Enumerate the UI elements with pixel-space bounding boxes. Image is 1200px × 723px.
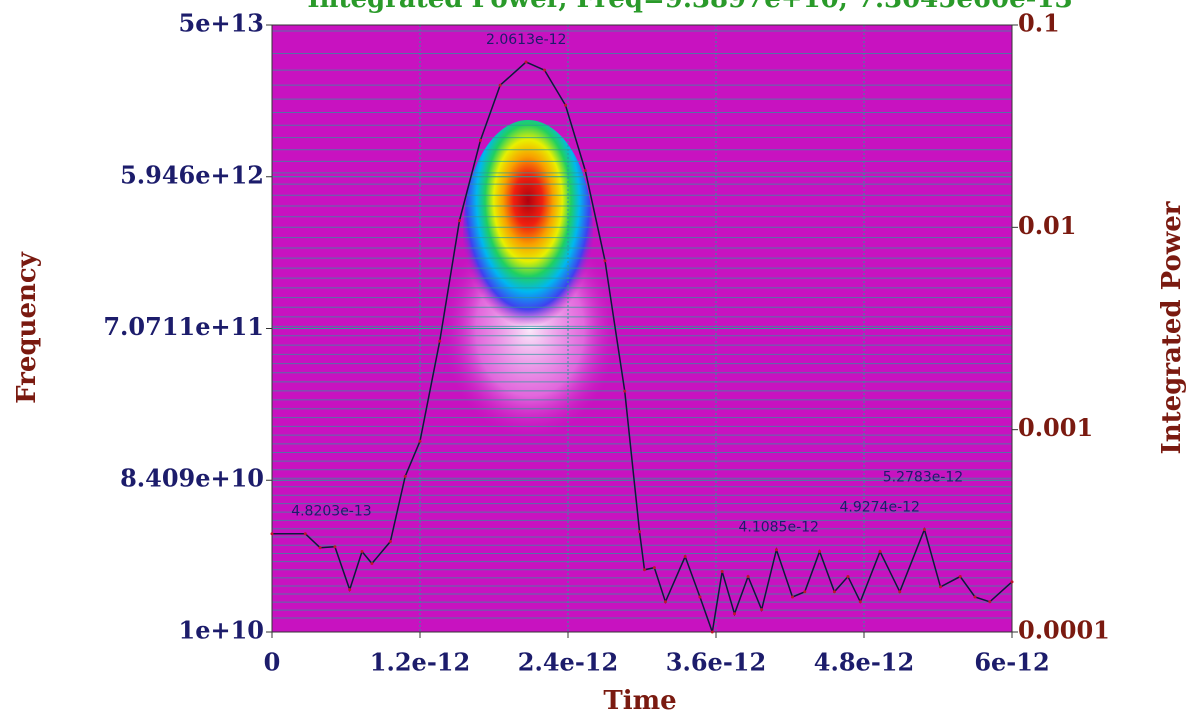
point [663, 600, 667, 604]
power-line [272, 61, 1013, 633]
point [642, 568, 646, 572]
point [623, 389, 627, 393]
x-tick-label: 1.2e-12 [370, 648, 470, 677]
point [790, 595, 794, 599]
point [710, 630, 714, 634]
point [418, 439, 422, 443]
point [973, 595, 977, 599]
point [832, 590, 836, 594]
x-tick-label: 4.8e-12 [814, 648, 914, 677]
y2-tick-label: 0.0001 [1018, 616, 1110, 645]
point [922, 528, 926, 532]
point [638, 530, 642, 534]
x-tick-label: 0 [264, 648, 281, 677]
point [803, 590, 807, 594]
point [698, 595, 702, 599]
point [370, 562, 374, 566]
point [898, 590, 902, 594]
point [1010, 580, 1014, 584]
chart-title: Integrated Power, Freq=9.3897e+10, 7.304… [307, 0, 1072, 14]
point [583, 168, 587, 172]
point [333, 545, 337, 549]
y2-tick-label: 0.001 [1018, 413, 1093, 442]
point [564, 103, 568, 107]
point [360, 549, 364, 553]
y2-tick-label: 0.01 [1018, 211, 1076, 240]
point [524, 60, 528, 64]
annotation: 5.2783e-12 [883, 469, 963, 485]
point [270, 532, 274, 536]
y-tick-label: 1e+10 [179, 616, 264, 645]
point [938, 585, 942, 589]
x-tick-label: 3.6e-12 [666, 648, 766, 677]
y2-tick-label: 0.1 [1018, 9, 1060, 38]
point [603, 259, 607, 263]
y-tick-label: 5e+13 [179, 9, 264, 38]
y-tick-label: 7.0711e+11 [103, 312, 264, 341]
point [652, 566, 656, 570]
annotation: 4.1085e-12 [738, 520, 818, 536]
point [478, 138, 482, 142]
y-tick-label: 5.946e+12 [120, 160, 264, 189]
point [988, 600, 992, 604]
x-tick-label: 2.4e-12 [518, 648, 618, 677]
point [683, 555, 687, 559]
point [543, 68, 547, 72]
point [846, 575, 850, 579]
point [958, 575, 962, 579]
point [733, 612, 736, 616]
point [403, 474, 407, 478]
x-tick-label: 6e-12 [974, 648, 1049, 677]
annotation: 2.0613e-12 [486, 32, 566, 48]
y2-axis-label: Integrated Power [1157, 201, 1187, 454]
point [498, 83, 502, 87]
point [388, 540, 392, 544]
point [878, 549, 882, 553]
point [774, 548, 778, 552]
x-axis-label: Time [603, 686, 676, 716]
point [348, 588, 352, 592]
point [858, 600, 862, 604]
point [746, 575, 750, 579]
y-axis-label: Frequency [12, 251, 42, 404]
point [438, 339, 442, 343]
annotation: 4.9274e-12 [839, 500, 919, 516]
point [303, 532, 307, 536]
point [818, 549, 822, 553]
point [318, 546, 322, 550]
point [720, 570, 724, 574]
point [760, 608, 764, 612]
y-tick-label: 8.409e+10 [120, 464, 264, 493]
annotation: 4.8203e-13 [291, 504, 371, 520]
point [457, 219, 461, 223]
